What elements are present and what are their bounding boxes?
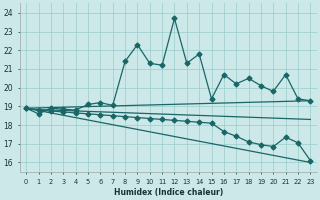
X-axis label: Humidex (Indice chaleur): Humidex (Indice chaleur) [114, 188, 223, 197]
